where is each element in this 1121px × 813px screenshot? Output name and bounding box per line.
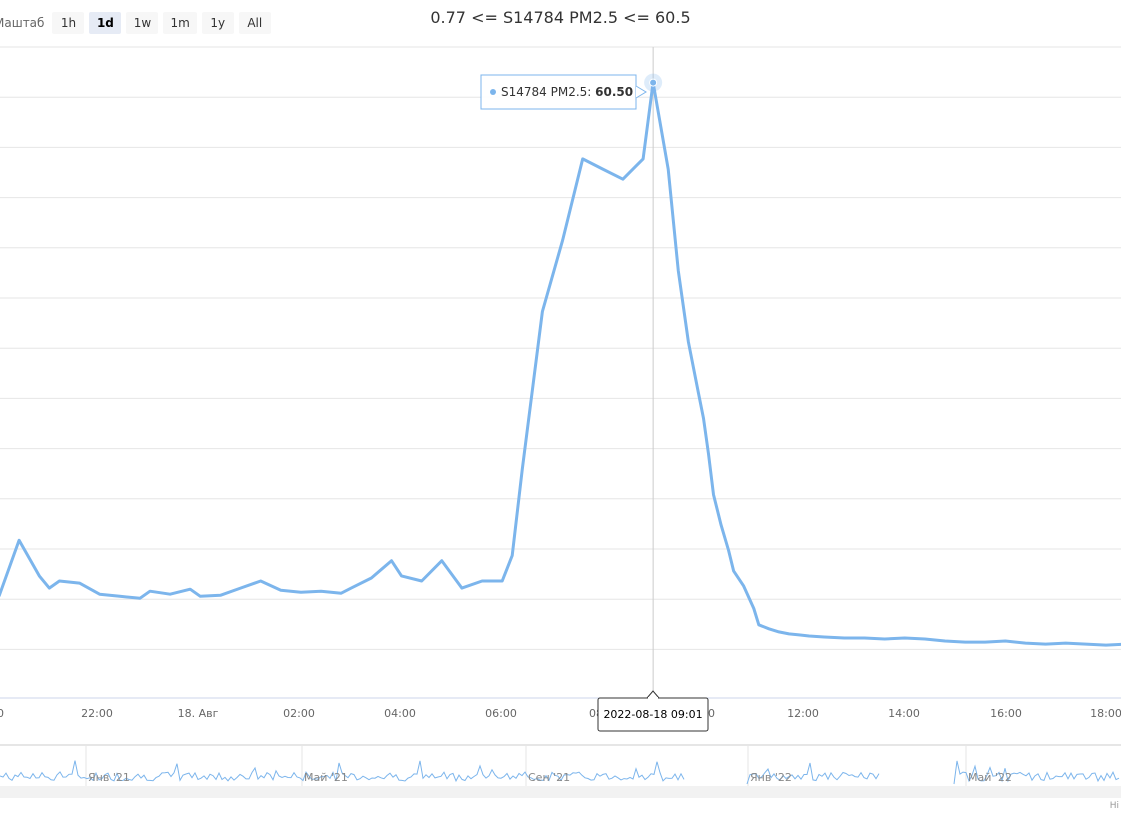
navigator-label: Сен '21	[528, 771, 570, 784]
navigator-series	[0, 760, 1120, 785]
x-tick-label: 18:00	[1090, 707, 1121, 720]
tooltip-marker	[490, 89, 496, 95]
x-tick-label: 02:00	[283, 707, 315, 720]
series-line	[0, 81, 1121, 647]
navigator[interactable]: Янв '21 Май '21 Сен '21 Янв '22 Май '22	[0, 744, 1121, 798]
x-tick-label: 04:00	[384, 707, 416, 720]
x-tick-label: 14:00	[888, 707, 920, 720]
range-selector: Мaштаб 1h 1d 1w 1m 1y All	[0, 12, 276, 34]
range-button-all[interactable]: All	[238, 12, 271, 34]
tooltip-value: 60.50	[595, 85, 633, 99]
range-button-1d[interactable]: 1d	[89, 12, 122, 34]
tooltip-pointer	[635, 85, 647, 99]
range-button-1h[interactable]: 1h	[52, 12, 85, 34]
tooltip-series-name: S14784 PM2.5	[501, 85, 587, 99]
x-tick-label: 06:00	[485, 707, 517, 720]
tooltip-text: S14784 PM2.5: 60.50	[501, 85, 633, 99]
range-button-1y[interactable]: 1y	[201, 12, 234, 34]
x-tick-label: 16:00	[990, 707, 1022, 720]
range-button-1m[interactable]: 1m	[163, 12, 197, 34]
x-tooltip-pointer	[646, 690, 660, 699]
highlight-point[interactable]	[649, 78, 658, 87]
navigator-scrollbar[interactable]	[0, 786, 1121, 798]
credits[interactable]: Hi	[1109, 801, 1119, 811]
chart-title: 0.77 <= S14784 PM2.5 <= 60.5	[430, 8, 691, 27]
x-tooltip-text: 2022-08-18 09:01	[603, 708, 702, 721]
tooltip: S14784 PM2.5: 60.50	[480, 74, 647, 110]
navigator-label: Янв '21	[88, 771, 130, 784]
range-button-1w[interactable]: 1w	[126, 12, 159, 34]
x-tooltip: 2022-08-18 09:01	[597, 690, 709, 732]
x-tick-label: 12:00	[787, 707, 819, 720]
y-grid	[0, 46, 1121, 650]
navigator-label: Янв '22	[750, 771, 792, 784]
navigator-label: Май '22	[968, 771, 1012, 784]
x-tick-label: 22:00	[81, 707, 113, 720]
x-tick-label: 00	[0, 707, 4, 720]
x-tick-label: 18. Авг	[178, 707, 219, 720]
zoom-label: Мaштаб	[0, 16, 45, 30]
navigator-label: Май '21	[304, 771, 348, 784]
